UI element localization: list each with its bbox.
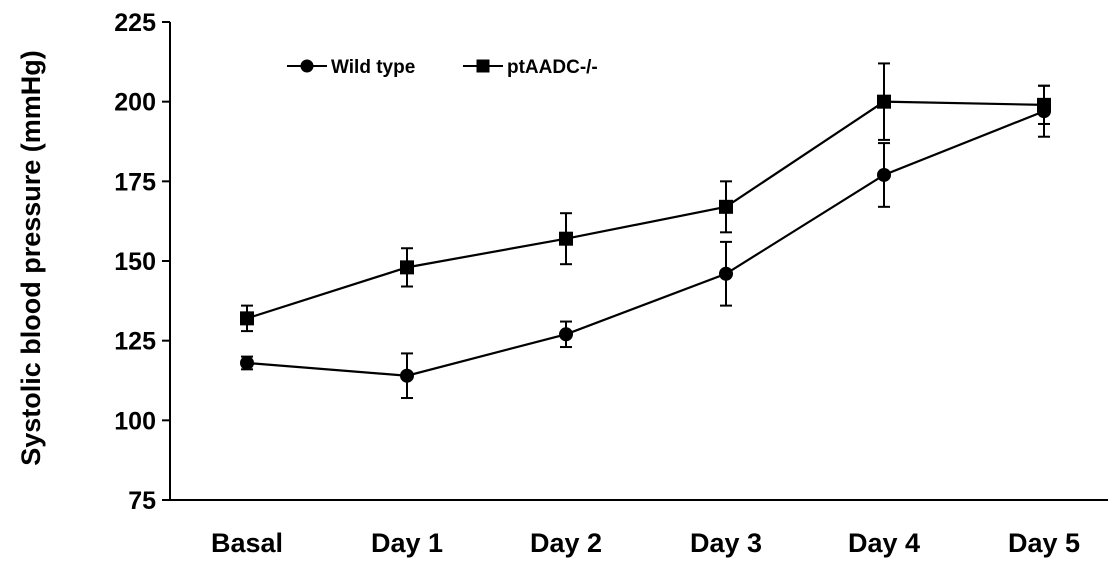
y-tick-label: 200: [114, 89, 156, 117]
x-category-labels: Basal Day 1 Day 2 Day 3 Day 4 Day 5: [211, 528, 1080, 558]
x-category-label: Day 1: [371, 528, 443, 558]
y-tick-label: 100: [114, 407, 156, 435]
data-point: [719, 199, 733, 214]
legend-item: ptAADC-/-: [463, 57, 598, 78]
x-category-label: Day 2: [530, 528, 602, 558]
legend-marker: [300, 59, 314, 73]
series-circle: [240, 84, 1051, 400]
data-point: [400, 260, 414, 275]
y-tick-label: 150: [114, 248, 156, 276]
data-point: [877, 94, 891, 109]
x-category-label: Day 3: [690, 528, 762, 558]
x-category-label: Basal: [211, 528, 283, 558]
legend-label: Wild type: [331, 57, 415, 78]
data-point: [877, 167, 891, 182]
y-tick-label: 125: [114, 328, 156, 356]
series: [240, 62, 1051, 400]
legend-item: Wild type: [287, 57, 415, 78]
legend-label: ptAADC-/-: [507, 57, 598, 78]
y-axis-title: Systolic blood pressure (mmHg): [16, 50, 46, 466]
legend-marker: [476, 59, 490, 73]
legend: Wild type ptAADC-/-: [287, 57, 598, 78]
data-point: [559, 231, 573, 246]
axes: [169, 22, 1108, 501]
x-category-label: Day 5: [1008, 528, 1080, 558]
series-line: [246, 110, 1045, 377]
series-line: [246, 100, 1045, 320]
series-square: [240, 62, 1051, 333]
data-point: [1037, 97, 1051, 112]
y-tick-label: 75: [128, 487, 156, 515]
data-point: [559, 327, 573, 342]
data-point: [240, 355, 254, 370]
y-tick-label: 175: [114, 168, 156, 196]
y-ticks: 75 100 125 150 175 200 225: [114, 9, 170, 515]
x-category-label: Day 4: [848, 528, 920, 558]
data-point: [719, 266, 733, 281]
data-point: [400, 368, 414, 383]
y-tick-label: 225: [114, 9, 156, 37]
data-point: [240, 311, 254, 326]
